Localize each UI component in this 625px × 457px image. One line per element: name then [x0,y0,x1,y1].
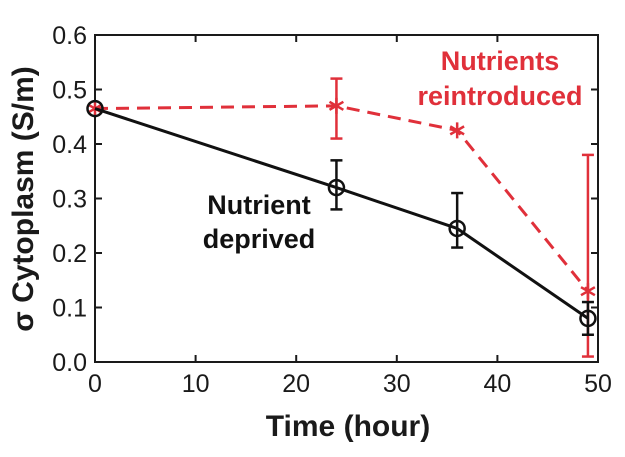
x-tick-label: 40 [483,370,511,398]
data-point-marker [86,99,104,118]
data-point-marker [579,309,597,328]
marker-stroke [449,125,465,136]
annotation-nutrient-deprived-line1: Nutrient [207,190,311,220]
annotation-nutrients-reintroduced: Nutrients reintroduced [417,46,582,111]
series-line [94,107,589,320]
data-point-marker [328,97,344,114]
y-tick-label: 0.1 [52,295,87,323]
y-tick-label: 0.0 [52,349,87,377]
data-point-marker [327,178,346,197]
y-tick-label: 0.6 [52,22,87,50]
series-line [94,104,590,293]
marker-stroke [328,100,344,111]
y-axis-label: σ Cytoplasm (S/m) [7,66,40,332]
series-layer [86,77,597,358]
data-point-marker [448,219,466,238]
annotation-nutrients-reintroduced-line1: Nutrients [441,46,560,76]
marker-stroke [580,286,596,297]
annotation-nutrients-reintroduced-line2: reintroduced [417,81,582,111]
series-nutrients-reintroduced [87,77,596,358]
x-tick-label: 20 [282,370,310,398]
data-point-marker [449,122,465,139]
x-tick-label: 30 [383,370,411,398]
y-tick-label: 0.3 [52,186,87,214]
annotation-nutrient-deprived-line2: deprived [203,224,316,254]
data-point-marker [580,283,596,300]
series-nutrient-deprived [86,99,597,336]
x-tick-label: 50 [584,370,612,398]
x-tick-label: 0 [88,370,102,398]
y-tick-label: 0.5 [52,77,87,105]
axis-ticks: 0 10 20 30 40 50 0.0 0.1 0.2 0.3 0.4 0.5 0.6 [52,22,612,398]
y-tick-label: 0.2 [52,240,87,268]
annotation-nutrient-deprived: Nutrient deprived [203,190,316,254]
y-tick-label: 0.4 [52,131,87,159]
x-axis-label: Time (hour) [266,410,430,443]
x-tick-label: 10 [182,370,210,398]
